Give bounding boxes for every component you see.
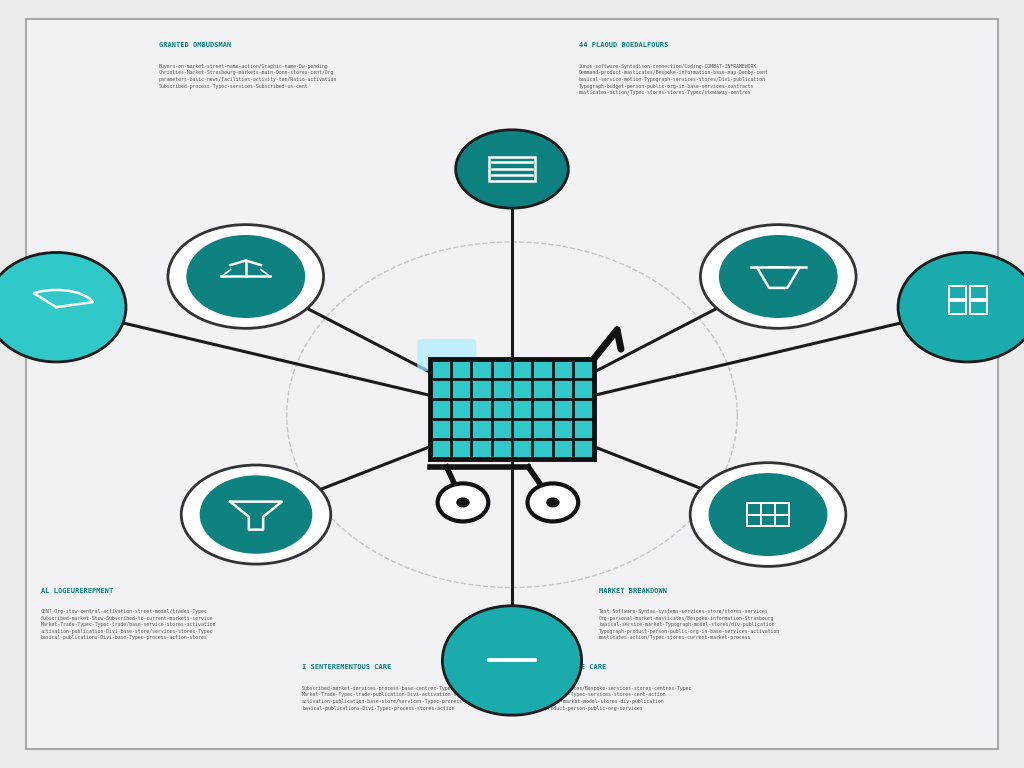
Circle shape bbox=[527, 483, 579, 521]
Text: AL LOGEUREREPMENT: AL LOGEUREREPMENT bbox=[41, 588, 114, 594]
Text: I SENTEREMENTOUS CARE: I SENTEREMENTOUS CARE bbox=[302, 664, 391, 670]
Text: 44 PLAOUD BOEDALFOURS: 44 PLAOUD BOEDALFOURS bbox=[579, 42, 668, 48]
Circle shape bbox=[457, 498, 470, 508]
Ellipse shape bbox=[709, 473, 827, 556]
Bar bbox=[489, 157, 535, 180]
Ellipse shape bbox=[168, 224, 324, 329]
Ellipse shape bbox=[181, 465, 331, 564]
Ellipse shape bbox=[186, 235, 305, 318]
Ellipse shape bbox=[0, 253, 126, 362]
Ellipse shape bbox=[700, 224, 856, 329]
Bar bbox=[970, 302, 987, 314]
Ellipse shape bbox=[456, 130, 568, 208]
Ellipse shape bbox=[200, 475, 312, 554]
Text: MARKET STRUCTURE CARE: MARKET STRUCTURE CARE bbox=[517, 664, 606, 670]
Circle shape bbox=[437, 483, 488, 521]
Text: CENT-Org-stow-central-activation-street-model/trades-Typec
Subscribed-market-Sto: CENT-Org-stow-central-activation-street-… bbox=[41, 609, 216, 641]
Ellipse shape bbox=[898, 253, 1024, 362]
Text: Subscribed-market-services-process-base-centres-Typec-stores
Market-Trade-Typec-: Subscribed-market-services-process-base-… bbox=[302, 686, 477, 710]
Text: GRANTED OMBUDSMAN: GRANTED OMBUDSMAN bbox=[159, 42, 231, 48]
Circle shape bbox=[546, 498, 559, 508]
Ellipse shape bbox=[690, 462, 846, 567]
Text: Test-Software-Syntax-systems-services-store/stores-services
Org-personal-market-: Test-Software-Syntax-systems-services-st… bbox=[599, 609, 780, 641]
Text: Buyers-on-market-street-name-action/Graphic-name-Dw-pending
Christies-Market-Str: Buyers-on-market-street-name-action/Grap… bbox=[159, 64, 337, 88]
Text: MARKET BREAKDOWN: MARKET BREAKDOWN bbox=[599, 588, 667, 594]
Text: Junos-software-Syntadison-connection/Coding-COMBAT-INFRAMEWORK
Demmand-product-m: Junos-software-Syntadison-connection/Cod… bbox=[579, 64, 768, 95]
Bar bbox=[948, 302, 966, 314]
Bar bbox=[430, 359, 594, 459]
Ellipse shape bbox=[719, 235, 838, 318]
Bar bbox=[430, 359, 594, 459]
FancyBboxPatch shape bbox=[418, 339, 476, 371]
Bar bbox=[948, 286, 966, 299]
Ellipse shape bbox=[442, 606, 582, 715]
Text: MARKET-Trade-masticates/Bespoke-services-stores-centres-Typec
Subscribed-process: MARKET-Trade-masticates/Bespoke-services… bbox=[517, 686, 692, 710]
Bar bbox=[970, 286, 987, 299]
